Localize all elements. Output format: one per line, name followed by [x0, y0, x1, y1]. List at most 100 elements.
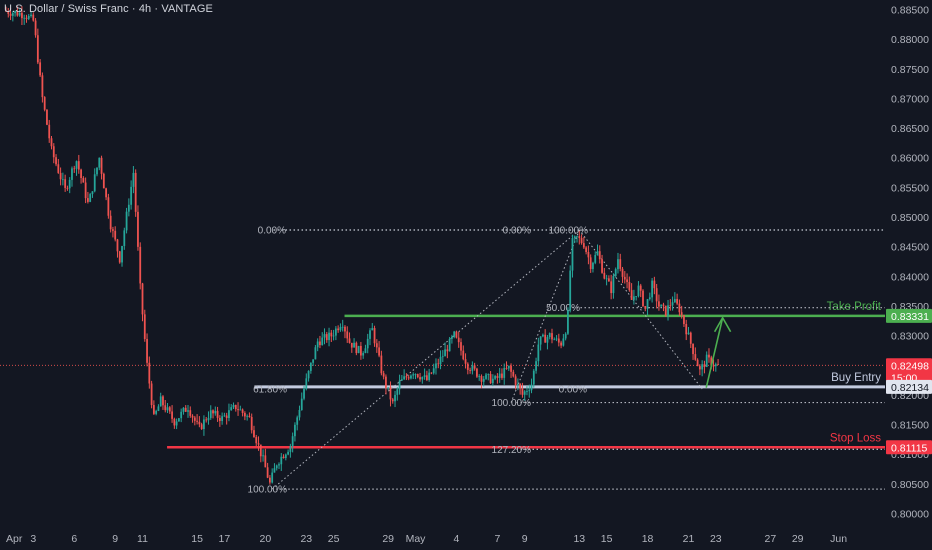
candle-body: [371, 328, 374, 331]
candle-body: [339, 327, 342, 331]
candle-body: [77, 161, 80, 170]
candle-body: [444, 349, 446, 357]
candle-body: [89, 194, 92, 202]
candle-body: [692, 343, 694, 355]
candle-body: [669, 305, 672, 307]
candle-body: [23, 17, 26, 19]
candle-body: [653, 280, 656, 289]
candle-body: [30, 14, 32, 16]
candle-body: [685, 323, 688, 335]
candle-body: [694, 354, 697, 360]
candle-body: [162, 396, 164, 406]
candle-body: [464, 359, 467, 364]
y-tick-label: 0.83000: [891, 331, 929, 343]
candle-body: [482, 378, 485, 382]
candle-body: [118, 251, 121, 263]
candle-body: [698, 366, 701, 370]
candle-body: [555, 338, 558, 340]
fib-level-label: 0.00%: [559, 384, 587, 395]
x-tick-label: 15: [601, 533, 613, 545]
x-tick-label: 20: [260, 533, 272, 545]
candle-body: [357, 345, 360, 354]
candle-body: [667, 305, 669, 316]
candle-body: [617, 259, 619, 270]
candle-body: [7, 11, 10, 14]
candle-body: [218, 417, 221, 422]
y-tick-label: 0.80000: [891, 508, 929, 520]
candle-body: [562, 338, 565, 346]
x-tick-label: 9: [112, 533, 118, 545]
candle-body: [489, 374, 492, 384]
candle-body: [378, 347, 380, 356]
candle-body: [628, 282, 631, 291]
candle-body: [75, 161, 78, 169]
current-price-tag-text: 0.82498: [891, 360, 929, 372]
level-label: Take Profit: [827, 301, 882, 313]
y-tick-label: 0.80500: [891, 479, 929, 491]
fib-trend-line: [271, 229, 580, 490]
candle-body: [321, 337, 324, 346]
candle-body: [660, 304, 663, 307]
candle-body: [521, 388, 524, 395]
candle-body: [567, 310, 569, 334]
candle-body: [130, 186, 133, 205]
fib-level-label: 0.00%: [503, 226, 531, 237]
candle-body: [362, 352, 365, 356]
x-tick-label: 4: [454, 533, 460, 545]
candle-body: [46, 109, 48, 125]
candle-body: [364, 348, 367, 353]
y-tick-label: 0.85000: [891, 212, 929, 224]
candle-body: [278, 464, 280, 466]
y-tick-label: 0.84500: [891, 242, 929, 254]
fib-level-label: 100.00%: [248, 485, 288, 496]
candle-body: [209, 410, 212, 418]
candle-body: [658, 301, 660, 307]
candle-body: [642, 290, 644, 307]
candle-body: [494, 376, 497, 379]
x-tick-label: 21: [683, 533, 695, 545]
fib-trend-line: [510, 229, 580, 403]
candle-body: [291, 436, 294, 447]
candle-body: [603, 272, 606, 279]
candle-body: [148, 362, 151, 384]
candle-body: [414, 374, 417, 375]
y-tick-label: 0.86500: [891, 123, 929, 135]
candle-body: [228, 410, 230, 418]
candle-body: [216, 410, 219, 418]
candle-body: [710, 357, 713, 366]
candle-body: [421, 376, 424, 380]
candle-body: [312, 359, 315, 363]
candle-body: [102, 173, 105, 189]
candle-body: [453, 331, 456, 337]
candle-body: [125, 211, 128, 231]
candle-body: [287, 451, 289, 455]
candle-body: [671, 302, 674, 306]
candle-body: [98, 157, 101, 168]
candle-body: [137, 211, 139, 247]
candle-body: [635, 296, 638, 297]
candle-body: [717, 364, 719, 366]
candle-body: [289, 446, 292, 452]
candle-body: [621, 268, 624, 277]
candle-body: [419, 377, 421, 380]
y-tick-label: 0.86000: [891, 153, 929, 165]
candle-body: [480, 376, 483, 382]
candle-body: [385, 376, 387, 388]
candle-body: [168, 407, 171, 412]
candle-body: [708, 354, 710, 358]
candle-body: [585, 247, 588, 252]
level-label: Stop Loss: [830, 432, 881, 444]
candle-body: [432, 368, 435, 374]
candle-body: [644, 306, 647, 309]
candle-body: [528, 390, 531, 392]
candle-body: [239, 409, 242, 411]
candle-body: [107, 197, 110, 216]
candle-body: [271, 472, 274, 483]
candle-body: [623, 276, 626, 280]
candle-body: [526, 391, 528, 392]
candle-body: [407, 377, 410, 379]
candle-body: [182, 407, 185, 412]
candle-body: [676, 298, 679, 304]
